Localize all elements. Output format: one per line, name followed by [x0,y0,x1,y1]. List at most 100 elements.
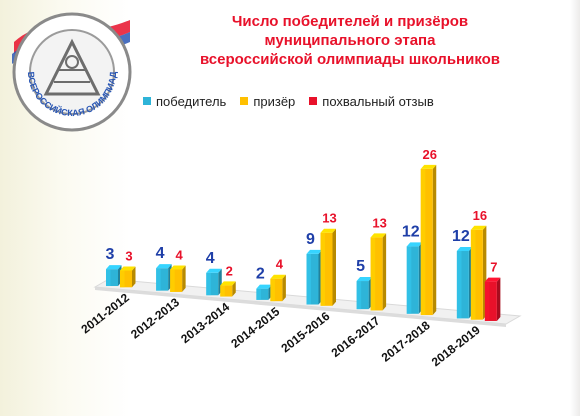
bar-highlight [206,272,211,296]
legend-label-prize: призёр [253,93,296,109]
bar-top [320,228,336,233]
data-label-winner: 3 [106,246,115,263]
bar-prize [320,228,336,306]
bar-highlight [270,278,275,302]
bar-highlight [156,268,161,291]
bar-highlight [120,270,125,288]
bar-highlight [170,269,175,292]
bar-top [470,225,487,230]
x-tick-label: 2012-2013 [128,295,182,342]
chart-title: Число победителей и призёров муниципальн… [150,12,550,69]
data-label-prize: 4 [176,247,184,262]
bar-top [220,281,236,286]
bar-highlight [484,281,490,321]
bar-front [220,285,233,297]
bar-top [270,274,286,279]
bar-winner [206,268,222,296]
legend: победитель призёр похвальный отзыв [143,93,448,109]
x-tick-label: 2016-2017 [329,313,383,360]
bar-top [120,266,136,271]
data-label-winner: 2 [256,266,265,283]
bar-top [156,264,172,269]
data-label-winner: 5 [356,258,365,275]
legend-item-winner: победитель [143,94,226,109]
title-line: Число победителей и призёров [231,13,469,30]
data-label-prize: 3 [125,248,132,263]
x-tick-label: 2018-2019 [429,323,483,370]
bar-highlight [106,269,111,287]
bar-highlight [356,281,362,310]
bar-top [106,265,122,270]
bar-side [432,164,437,316]
bar-winner [356,277,373,310]
slide-edge [570,0,580,416]
data-label-commend: 7 [490,260,497,275]
bar-highlight [320,232,326,306]
bar-front [256,288,269,300]
legend-item-commend: похвальный отзыв [309,93,434,109]
data-label-winner: 12 [452,228,470,245]
data-label-prize: 13 [372,215,386,230]
title-line: всероссийской олимпиады школьников [199,51,501,68]
bar-side [332,228,336,306]
bar-prize [170,265,186,292]
data-label-prize: 2 [226,263,233,278]
x-tick-label: 2013-2014 [178,300,232,347]
data-label-prize: 4 [276,257,284,272]
bar-prize [120,266,136,288]
legend-swatch-winner [143,97,151,105]
bar-side [232,281,236,297]
x-tick-label: 2017-2018 [379,318,433,365]
data-label-prize: 13 [322,211,336,226]
legend-label-winner: победитель [156,93,227,109]
bar-highlight [370,237,376,311]
bar-winner [106,265,122,287]
bar-top [356,277,373,282]
bar-winner [256,284,272,300]
legend-swatch-prize [240,97,249,105]
bar-winner [406,242,423,314]
bar-top [170,265,186,270]
bar-top [420,164,437,169]
bar-highlight [306,253,312,305]
bar-highlight [220,285,225,297]
title-line: муниципального этапа [264,32,436,49]
legend-item-prize: призёр [240,94,295,109]
bar-top [306,249,322,254]
bar-prize [220,281,236,297]
bar-side [382,233,387,311]
bar-prize [470,225,487,320]
data-label-winner: 12 [402,223,420,240]
bar-top [370,233,387,238]
bar-highlight [470,229,476,320]
bar-side [132,266,136,288]
legend-swatch-commend [309,97,318,105]
bar-top [484,277,501,282]
bar-side [182,265,186,292]
data-label-winner: 9 [306,231,315,248]
bar-winner [306,249,322,305]
bar-highlight [456,250,462,319]
bar-prize [370,233,387,311]
x-tick-label: 2014-2015 [228,304,282,351]
data-label-winner: 4 [206,250,215,267]
olympiad-logo: ВСЕРОССИЙСКАЯ ОЛИМПИАДА ШКОЛЬНИКОВ [6,6,132,132]
bar-top [256,284,272,289]
bar-top [456,246,473,251]
x-tick-label: 2015-2016 [279,309,333,356]
bar-winner [456,246,473,319]
bar-prize [270,274,286,302]
bar-side [282,274,286,302]
bar-highlight [406,246,412,314]
bar-prize [420,164,437,316]
bar-commend [484,277,501,321]
bar-highlight [420,168,426,316]
bar-top [206,268,222,273]
chart-floor-edge [95,287,506,327]
data-label-prize: 26 [423,147,437,162]
legend-label-commend: похвальный отзыв [322,93,434,109]
bar-side [496,277,501,321]
x-tick-label: 2011-2012 [79,290,133,336]
